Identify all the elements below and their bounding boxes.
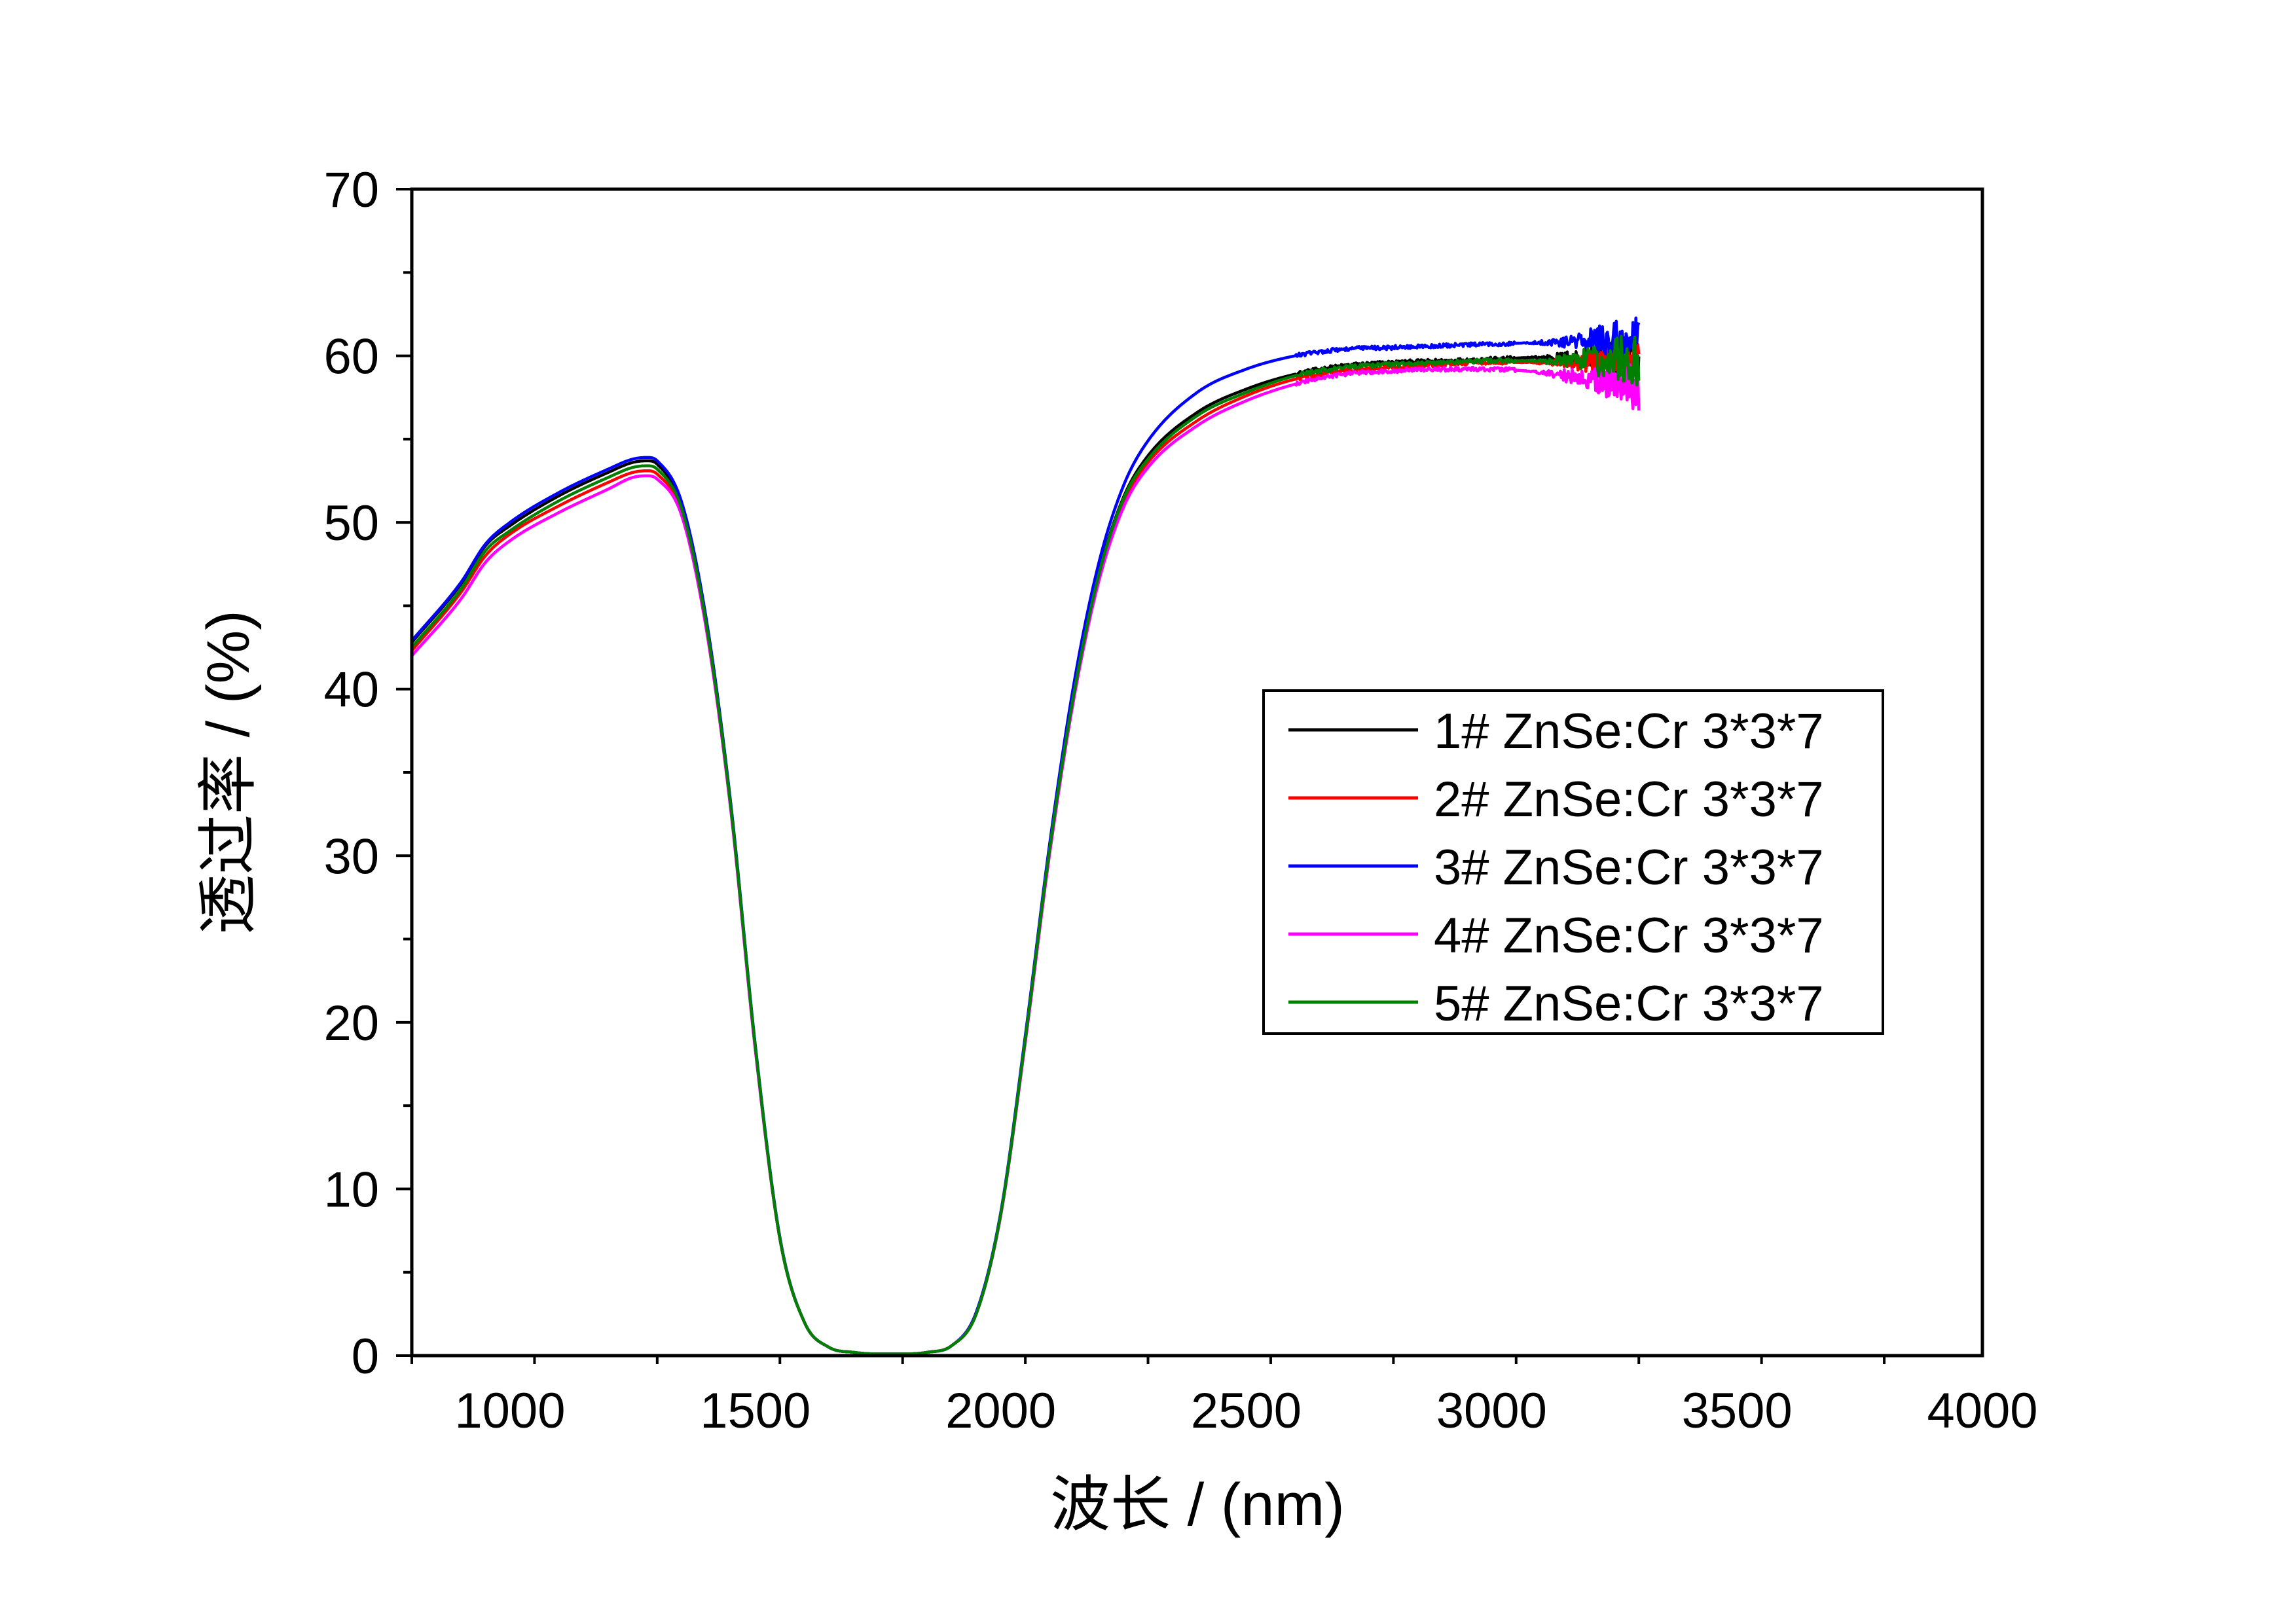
x-tick-label: 3500 <box>1682 1383 1793 1439</box>
y-tick-label: 20 <box>323 996 379 1051</box>
legend-label-1: 1# ZnSe:Cr 3*3*7 <box>1434 704 1824 759</box>
x-axis-title: 波长 / (nm) <box>1050 1471 1345 1538</box>
legend-label-2: 2# ZnSe:Cr 3*3*7 <box>1434 772 1824 827</box>
x-tick-label: 4000 <box>1927 1383 2037 1439</box>
y-tick-label: 0 <box>352 1329 379 1384</box>
y-axis-title: 透过率 / (%) <box>195 610 262 935</box>
legend-label-5: 5# ZnSe:Cr 3*3*7 <box>1434 976 1824 1032</box>
legend-label-3: 3# ZnSe:Cr 3*3*7 <box>1434 840 1824 895</box>
legend-box <box>1262 689 1884 1035</box>
legend: 1# ZnSe:Cr 3*3*7 2# ZnSe:Cr 3*3*7 3# ZnSe:… <box>1262 689 1884 1035</box>
series-layer <box>410 316 1641 1356</box>
x-tick-label: 3000 <box>1436 1383 1547 1439</box>
y-tick-label: 10 <box>323 1162 379 1218</box>
y-tick-label: 30 <box>323 829 379 884</box>
x-tick-label: 2500 <box>1191 1383 1302 1439</box>
legend-label-4: 4# ZnSe:Cr 3*3*7 <box>1434 908 1824 964</box>
y-tick-label: 50 <box>323 496 379 551</box>
ticks-layer: 1000 1500 2000 2500 3000 3500 4000 0 10 20 30 40 50 6… <box>323 162 2037 1439</box>
x-tick-label: 1000 <box>454 1383 565 1439</box>
x-tick-label: 2000 <box>945 1383 1056 1439</box>
series-line-5 <box>410 334 1641 1356</box>
x-tick-label: 1500 <box>700 1383 811 1439</box>
y-tick-label: 60 <box>323 329 379 385</box>
y-tick-label: 70 <box>323 162 379 218</box>
y-tick-label: 40 <box>323 662 379 718</box>
